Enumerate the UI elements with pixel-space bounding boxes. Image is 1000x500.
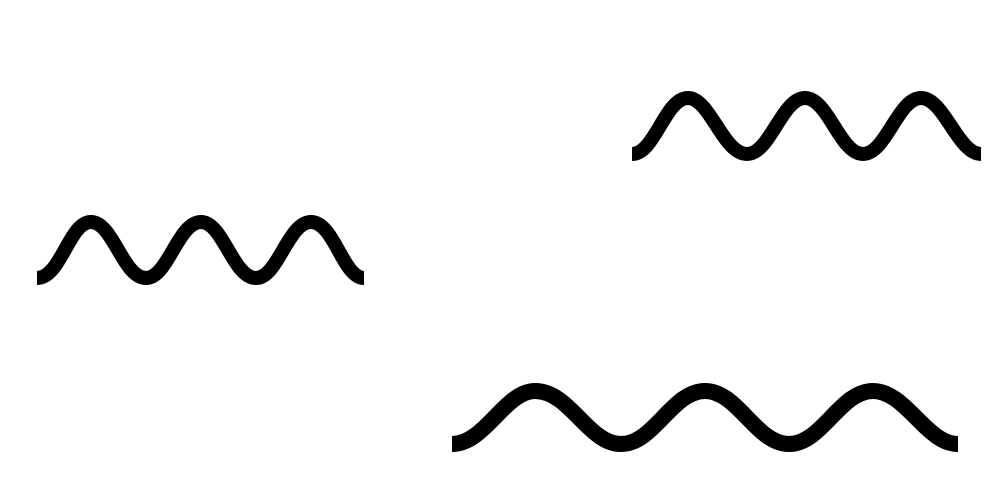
wavy-line-left — [35, 215, 366, 285]
wavy-line-bottom — [450, 383, 959, 452]
wavy-line-top-right — [630, 91, 983, 161]
